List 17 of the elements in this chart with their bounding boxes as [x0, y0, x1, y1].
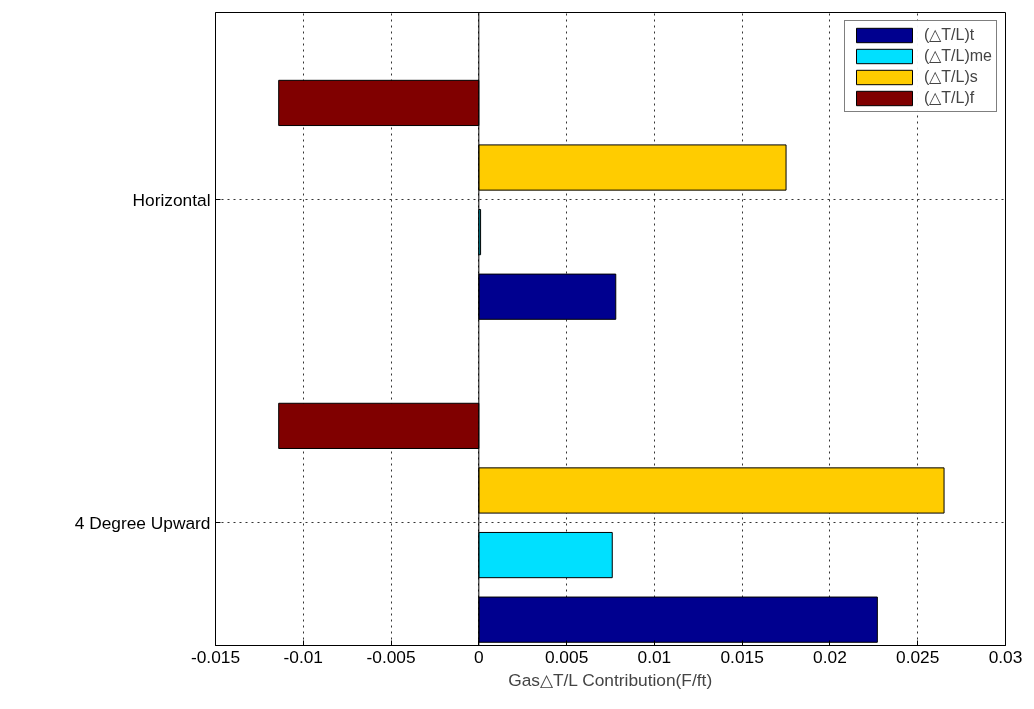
x-tick-label: -0.005	[366, 646, 416, 667]
x-tick-label: -0.01	[283, 646, 324, 667]
x-tick-label: 0.005	[544, 646, 589, 667]
x-tick-label: 0.015	[720, 646, 764, 667]
y-tick-label: 4 Degree Upward	[74, 512, 211, 533]
x-tick-label: 0.01	[637, 646, 672, 667]
x-tick-label: 0.025	[896, 646, 940, 667]
x-tick-label: 0.02	[813, 646, 847, 667]
legend-label: (△T/L)me	[924, 46, 992, 65]
x-axis-title: Gas△T/L Contribution(F/ft)	[508, 669, 713, 690]
y-tick-label: Horizontal	[132, 189, 211, 210]
x-tick-label: 0.03	[988, 646, 1023, 667]
legend-label: (△T/L)s	[924, 67, 978, 86]
x-tick-label: 0	[474, 646, 484, 667]
x-tick-label: -0.015	[190, 646, 241, 667]
legend-label: (△T/L)f	[924, 88, 975, 107]
legend-label: (△T/L)t	[924, 25, 975, 44]
